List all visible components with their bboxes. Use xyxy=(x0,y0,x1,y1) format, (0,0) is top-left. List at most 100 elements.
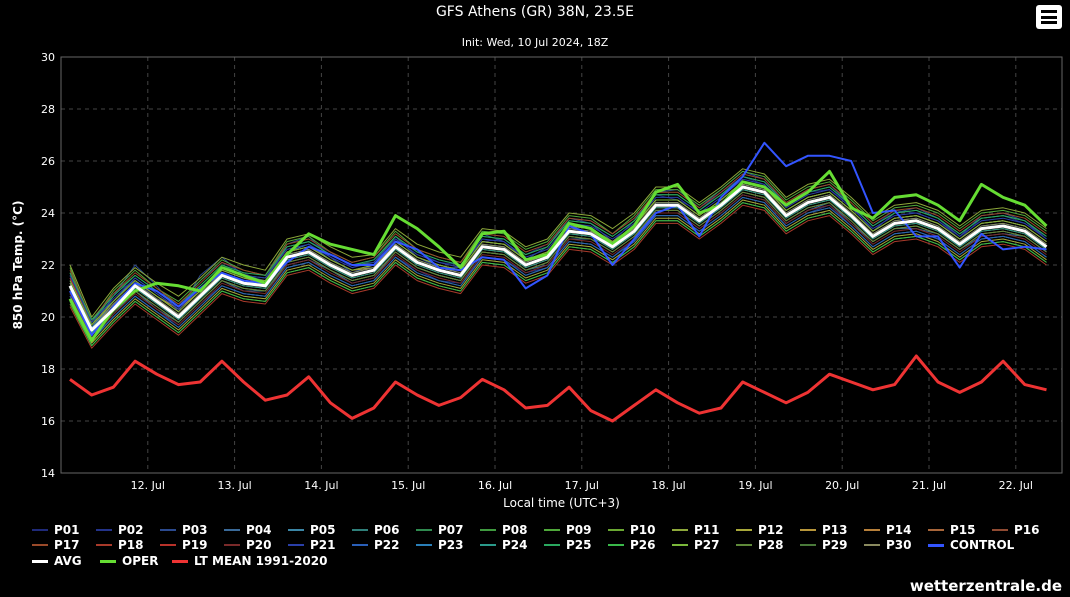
legend-swatch xyxy=(480,544,496,546)
legend-item-p11[interactable]: P11 xyxy=(672,523,720,537)
series-line-p27 xyxy=(69,181,1047,326)
series-line-oper xyxy=(68,169,1048,342)
legend-item-p28[interactable]: P28 xyxy=(736,538,784,552)
plot-frame xyxy=(60,56,1063,474)
legend-label: P05 xyxy=(310,523,336,537)
legend-swatch xyxy=(864,544,880,546)
legend-label: P15 xyxy=(950,523,976,537)
legend-item-p23[interactable]: P23 xyxy=(416,538,464,552)
legend-item-p01[interactable]: P01 xyxy=(32,523,80,537)
legend-swatch xyxy=(480,529,496,531)
x-tick-label: 18. Jul xyxy=(651,479,685,492)
legend-swatch xyxy=(224,544,240,546)
series-line-p26 xyxy=(69,202,1047,347)
y-tick-label: 24 xyxy=(41,207,55,220)
series-line-lt-mean-1991-2020 xyxy=(69,354,1047,423)
legend-item-p27[interactable]: P27 xyxy=(672,538,720,552)
legend-label: P23 xyxy=(438,538,464,552)
legend-item-p19[interactable]: P19 xyxy=(160,538,208,552)
legend-item-p17[interactable]: P17 xyxy=(32,538,80,552)
legend-swatch xyxy=(160,529,176,531)
legend-swatch xyxy=(100,559,116,563)
hamburger-menu-icon[interactable] xyxy=(1036,5,1062,29)
legend-label: P04 xyxy=(246,523,272,537)
legend-swatch xyxy=(160,544,176,546)
legend-item-p24[interactable]: P24 xyxy=(480,538,528,552)
x-tick-label: 12. Jul xyxy=(131,479,165,492)
legend-label: P08 xyxy=(502,523,528,537)
y-tick-label: 26 xyxy=(41,155,55,168)
legend-item-p30[interactable]: P30 xyxy=(864,538,912,552)
legend-item-p08[interactable]: P08 xyxy=(480,523,528,537)
series-line-p25 xyxy=(69,176,1047,321)
legend-item-p13[interactable]: P13 xyxy=(800,523,848,537)
series-line-p12 xyxy=(69,199,1047,344)
y-tick-label: 14 xyxy=(41,467,55,480)
legend-item-p16[interactable]: P16 xyxy=(992,523,1040,537)
legend-label: P28 xyxy=(758,538,784,552)
legend-swatch xyxy=(864,529,880,531)
legend-label: OPER xyxy=(122,554,159,568)
legend-label: P20 xyxy=(246,538,272,552)
x-tick-label: 19. Jul xyxy=(738,479,772,492)
y-tick-label: 20 xyxy=(41,311,55,324)
x-tick-label: 16. Jul xyxy=(478,479,512,492)
legend-item-p04[interactable]: P04 xyxy=(224,523,272,537)
legend-item-p29[interactable]: P29 xyxy=(800,538,848,552)
legend-item-p02[interactable]: P02 xyxy=(96,523,144,537)
legend-swatch xyxy=(224,529,240,531)
series-line-p23 xyxy=(69,183,1047,328)
legend-swatch xyxy=(672,529,688,531)
legend-item-p06[interactable]: P06 xyxy=(352,523,400,537)
legend-swatch xyxy=(800,529,816,531)
legend-item-p10[interactable]: P10 xyxy=(608,523,656,537)
legend-item-p14[interactable]: P14 xyxy=(864,523,912,537)
legend-item-p15[interactable]: P15 xyxy=(928,523,976,537)
legend-label: CONTROL xyxy=(950,538,1015,552)
series-line-p15 xyxy=(69,186,1047,331)
legend-label: P22 xyxy=(374,538,400,552)
legend-label: P24 xyxy=(502,538,528,552)
legend-item-p22[interactable]: P22 xyxy=(352,538,400,552)
legend-item-p20[interactable]: P20 xyxy=(224,538,272,552)
legend-item-p12[interactable]: P12 xyxy=(736,523,784,537)
legend-item-oper[interactable]: OPER xyxy=(100,554,158,568)
legend-swatch xyxy=(928,529,944,531)
x-tick-label: 17. Jul xyxy=(565,479,599,492)
x-tick-label: 22. Jul xyxy=(999,479,1033,492)
series-line-p08 xyxy=(69,196,1047,341)
legend-label: P01 xyxy=(54,523,80,537)
legend-item-p09[interactable]: P09 xyxy=(544,523,592,537)
legend-item-p18[interactable]: P18 xyxy=(96,538,144,552)
legend-swatch xyxy=(172,559,188,563)
legend-label: P21 xyxy=(310,538,336,552)
chart-title: GFS Athens (GR) 38N, 23.5E xyxy=(435,4,635,20)
legend-item-p07[interactable]: P07 xyxy=(416,523,464,537)
legend-label: P10 xyxy=(630,523,656,537)
legend-label: P11 xyxy=(694,523,720,537)
legend-label: P09 xyxy=(566,523,592,537)
legend-item-control[interactable]: CONTROL xyxy=(928,538,1014,552)
legend-swatch xyxy=(96,544,112,546)
legend-item-p25[interactable]: P25 xyxy=(544,538,592,552)
legend-item-p26[interactable]: P26 xyxy=(608,538,656,552)
legend-swatch xyxy=(608,529,624,531)
legend-item-p03[interactable]: P03 xyxy=(160,523,208,537)
legend-item-p05[interactable]: P05 xyxy=(288,523,336,537)
legend-label: P19 xyxy=(182,538,208,552)
legend-item-lt-mean-1991-2020[interactable]: LT MEAN 1991-2020 xyxy=(172,554,327,568)
legend-swatch xyxy=(416,544,432,546)
x-tick-label: 20. Jul xyxy=(825,479,859,492)
legend-item-p21[interactable]: P21 xyxy=(288,538,336,552)
legend-label: P30 xyxy=(886,538,912,552)
legend-swatch xyxy=(992,529,1008,531)
chart-subtitle: Init: Wed, 10 Jul 2024, 18Z xyxy=(461,36,609,49)
series-line-control xyxy=(69,141,1047,337)
series-line-p17 xyxy=(69,173,1047,321)
series-line-p29 xyxy=(69,186,1047,331)
legend-item-avg[interactable]: AVG xyxy=(32,554,82,568)
series-line-p19 xyxy=(69,181,1047,326)
legend-swatch xyxy=(288,544,304,546)
legend-label: P17 xyxy=(54,538,80,552)
